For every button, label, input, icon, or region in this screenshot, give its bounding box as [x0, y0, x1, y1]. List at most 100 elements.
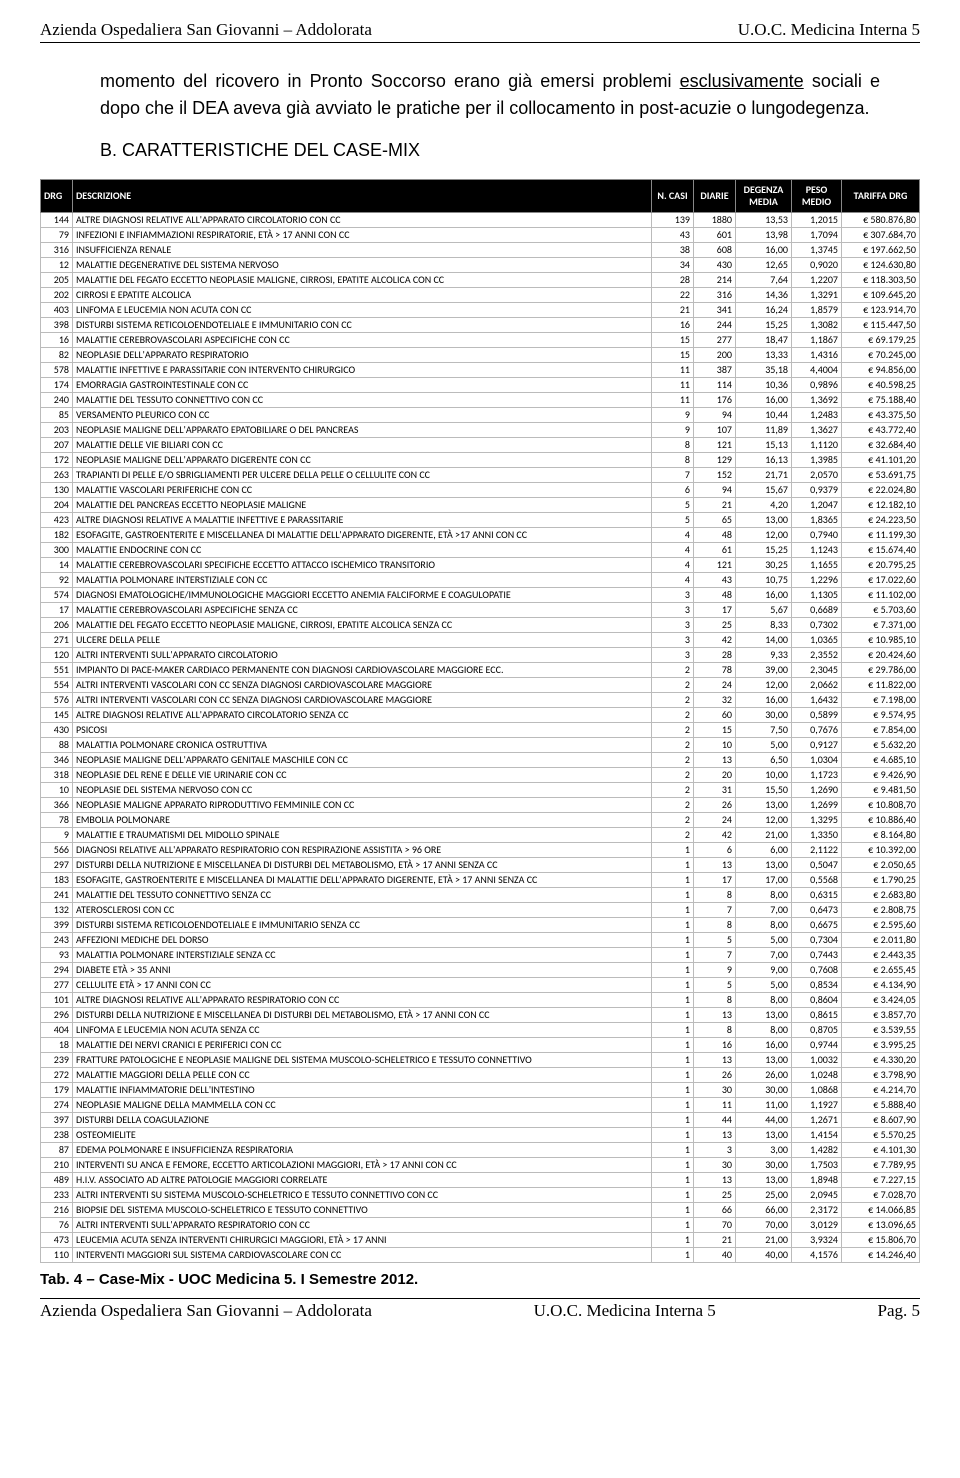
table-cell: 0,7304	[792, 933, 842, 948]
table-cell: 9,00	[736, 963, 792, 978]
table-cell: 1,1305	[792, 588, 842, 603]
table-cell: 1	[652, 1158, 694, 1173]
table-cell: 1,3291	[792, 288, 842, 303]
table-cell: 3	[652, 633, 694, 648]
table-cell: 2,0945	[792, 1188, 842, 1203]
table-cell: € 1.790,25	[842, 873, 920, 888]
table-cell: 13,00	[736, 1128, 792, 1143]
table-cell: 20	[694, 768, 736, 783]
table-cell: 2	[652, 678, 694, 693]
table-cell: 12,00	[736, 813, 792, 828]
casemix-table: DRGDESCRIZIONEN. CASIDIARIEDEGENZA MEDIA…	[40, 179, 920, 1263]
table-cell: 243	[41, 933, 73, 948]
table-cell: 1,0248	[792, 1068, 842, 1083]
table-cell: € 43.772,40	[842, 423, 920, 438]
table-cell: 14,00	[736, 633, 792, 648]
table-row: 78EMBOLIA POLMONARE22412,001,3295€ 10.88…	[41, 813, 920, 828]
table-cell: NEOPLASIE MALIGNE DELL'APPARATO EPATOBIL…	[73, 423, 652, 438]
table-cell: 297	[41, 858, 73, 873]
table-row: 566DIAGNOSI RELATIVE ALL'APPARATO RESPIR…	[41, 843, 920, 858]
table-cell: 296	[41, 1008, 73, 1023]
table-cell: 30,00	[736, 708, 792, 723]
table-cell: 8,00	[736, 1023, 792, 1038]
table-cell: MALATTIE DEL PANCREAS ECCETTO NEOPLASIE …	[73, 498, 652, 513]
table-cell: 8	[694, 918, 736, 933]
table-row: 210INTERVENTI SU ANCA E FEMORE, ECCETTO …	[41, 1158, 920, 1173]
table-cell: 0,6689	[792, 603, 842, 618]
table-cell: 1,1655	[792, 558, 842, 573]
table-cell: 8	[694, 993, 736, 1008]
table-cell: € 8.164,80	[842, 828, 920, 843]
table-cell: MALATTIE MAGGIORI DELLA PELLE CON CC	[73, 1068, 652, 1083]
table-cell: 608	[694, 243, 736, 258]
table-row: 489H.I.V. ASSOCIATO AD ALTRE PATOLOGIE M…	[41, 1173, 920, 1188]
table-cell: 13,33	[736, 348, 792, 363]
table-cell: 13,00	[736, 1173, 792, 1188]
table-cell: 16,13	[736, 453, 792, 468]
table-cell: 214	[694, 273, 736, 288]
table-row: 145ALTRE DIAGNOSI RELATIVE ALL'APPARATO …	[41, 708, 920, 723]
table-cell: 7	[652, 468, 694, 483]
table-cell: 473	[41, 1233, 73, 1248]
table-row: 346NEOPLASIE MALIGNE DELL'APPARATO GENIT…	[41, 753, 920, 768]
table-cell: 15,25	[736, 318, 792, 333]
table-cell: 1	[652, 1203, 694, 1218]
table-row: 578MALATTIE INFETTIVE E PARASSITARIE CON…	[41, 363, 920, 378]
table-cell: 1,3350	[792, 828, 842, 843]
table-row: 240MALATTIE DEL TESSUTO CONNETTIVO CON C…	[41, 393, 920, 408]
table-cell: 16	[41, 333, 73, 348]
table-cell: 15	[652, 348, 694, 363]
table-cell: 1	[652, 1248, 694, 1263]
table-cell: 0,5899	[792, 708, 842, 723]
table-cell: H.I.V. ASSOCIATO AD ALTRE PATOLOGIE MAGG…	[73, 1173, 652, 1188]
table-row: 17MALATTIE CEREBROVASCOLARI ASPECIFICHE …	[41, 603, 920, 618]
table-cell: 3,00	[736, 1143, 792, 1158]
table-cell: 176	[694, 393, 736, 408]
table-cell: NEOPLASIE DEL RENE E DELLE VIE URINARIE …	[73, 768, 652, 783]
table-cell: 1,1243	[792, 543, 842, 558]
table-cell: 8,00	[736, 993, 792, 1008]
table-cell: 18	[41, 1038, 73, 1053]
table-cell: NEOPLASIE MALIGNE DELLA MAMMELLA CON CC	[73, 1098, 652, 1113]
table-cell: CIRROSI E EPATITE ALCOLICA	[73, 288, 652, 303]
table-cell: 0,9127	[792, 738, 842, 753]
table-cell: € 9.481,50	[842, 783, 920, 798]
table-cell: 12	[41, 258, 73, 273]
table-cell: ALTRI INTERVENTI SULL'APPARATO RESPIRATO…	[73, 1218, 652, 1233]
table-cell: 202	[41, 288, 73, 303]
table-cell: LEUCEMIA ACUTA SENZA INTERVENTI CHIRURGI…	[73, 1233, 652, 1248]
table-cell: 44,00	[736, 1113, 792, 1128]
table-cell: 6,00	[736, 843, 792, 858]
table-cell: MALATTIE DELLE VIE BILIARI CON CC	[73, 438, 652, 453]
table-cell: 152	[694, 468, 736, 483]
table-cell: € 9.574,95	[842, 708, 920, 723]
table-cell: 576	[41, 693, 73, 708]
table-cell: 10	[694, 738, 736, 753]
table-row: 88MALATTIA POLMONARE CRONICA OSTRUTTIVA2…	[41, 738, 920, 753]
table-cell: 21	[694, 498, 736, 513]
table-cell: MALATTIE DEL FEGATO ECCETTO NEOPLASIE MA…	[73, 273, 652, 288]
table-cell: 82	[41, 348, 73, 363]
table-cell: ALTRI INTERVENTI VASCOLARI CON CC SENZA …	[73, 693, 652, 708]
table-row: 92MALATTIA POLMONARE INTERSTIZIALE CON C…	[41, 573, 920, 588]
table-cell: 397	[41, 1113, 73, 1128]
table-row: 243AFFEZIONI MEDICHE DEL DORSO155,000,73…	[41, 933, 920, 948]
table-cell: 205	[41, 273, 73, 288]
table-cell: LINFOMA E LEUCEMIA NON ACUTA SENZA CC	[73, 1023, 652, 1038]
table-cell: 0,8705	[792, 1023, 842, 1038]
table-cell: FRATTURE PATOLOGICHE E NEOPLASIE MALIGNE…	[73, 1053, 652, 1068]
table-cell: NEOPLASIE DEL SISTEMA NERVOSO CON CC	[73, 783, 652, 798]
table-row: 18MALATTIE DEI NERVI CRANICI E PERIFERIC…	[41, 1038, 920, 1053]
table-cell: 3	[652, 648, 694, 663]
table-row: 398DISTURBI SISTEMA RETICOLOENDOTELIALE …	[41, 318, 920, 333]
table-cell: 15,67	[736, 483, 792, 498]
table-row: 297DISTURBI DELLA NUTRIZIONE E MISCELLAN…	[41, 858, 920, 873]
table-cell: 318	[41, 768, 73, 783]
table-cell: ALTRE DIAGNOSI RELATIVE A MALATTIE INFET…	[73, 513, 652, 528]
table-cell: 13	[694, 1053, 736, 1068]
table-cell: € 3.424,05	[842, 993, 920, 1008]
table-cell: 15,25	[736, 543, 792, 558]
table-cell: 9	[652, 423, 694, 438]
table-cell: 120	[41, 648, 73, 663]
table-cell: DISTURBI SISTEMA RETICOLOENDOTELIALE E I…	[73, 918, 652, 933]
